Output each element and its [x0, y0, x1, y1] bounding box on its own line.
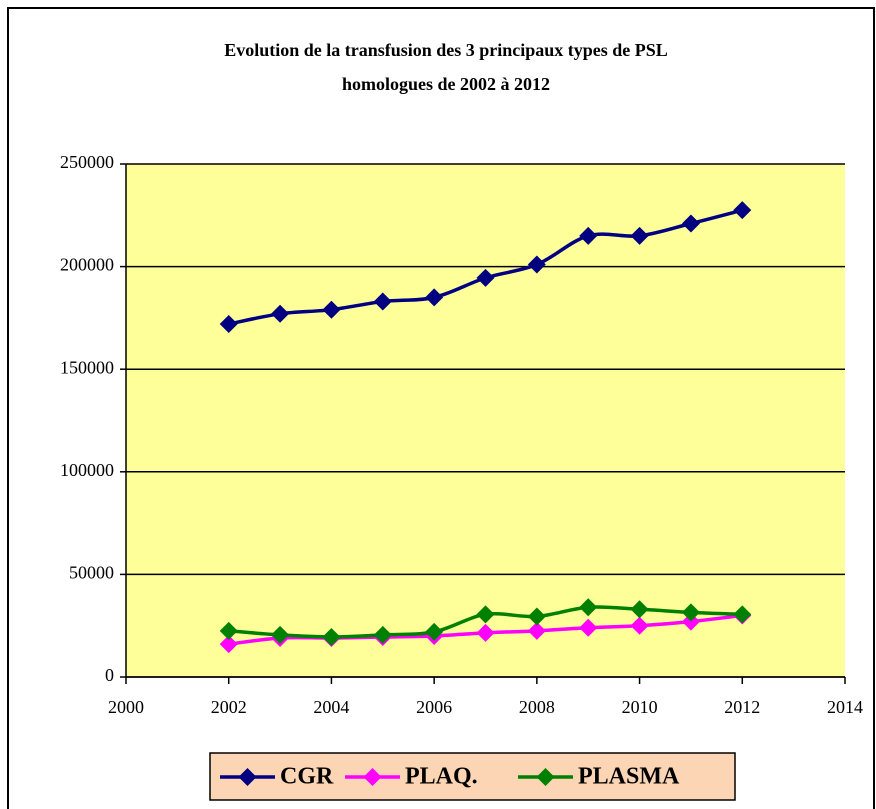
data-point: [630, 600, 649, 619]
data-point: [271, 625, 290, 644]
y-tick-label: 100000: [60, 460, 114, 480]
x-tick-label: 2008: [519, 697, 555, 717]
y-tick-label: 150000: [60, 357, 114, 377]
x-tick-label: 2006: [416, 697, 452, 717]
data-point: [476, 268, 495, 287]
x-tick-label: 2010: [622, 697, 658, 717]
data-point: [373, 625, 392, 644]
data-point: [733, 201, 752, 220]
y-tick-label: 200000: [60, 255, 114, 275]
data-point: [681, 603, 700, 622]
chart-title: homologues de 2002 à 2012: [342, 74, 550, 94]
data-point: [322, 627, 341, 646]
data-point: [219, 635, 238, 654]
legend-label: PLAQ.: [405, 764, 478, 790]
data-point: [579, 226, 598, 245]
data-point: [476, 605, 495, 624]
data-point: [219, 621, 238, 640]
y-tick-label: 50000: [69, 563, 114, 583]
legend-label: CGR: [280, 764, 334, 790]
data-point: [476, 623, 495, 642]
data-point: [527, 255, 546, 274]
x-tick-label: 2004: [313, 697, 349, 717]
legend-marker: [238, 768, 257, 786]
x-tick-label: 2002: [211, 697, 247, 717]
data-point: [681, 214, 700, 233]
data-point: [630, 226, 649, 245]
data-point: [322, 300, 341, 319]
y-tick-label: 250000: [60, 152, 114, 172]
data-point: [527, 607, 546, 626]
x-tick-label: 2014: [827, 697, 863, 717]
y-tick-label: 0: [105, 665, 114, 685]
data-point: [219, 315, 238, 334]
legend: [209, 752, 736, 801]
data-point: [579, 598, 598, 617]
x-tick-label: 2000: [108, 697, 144, 717]
plot-area: [126, 164, 845, 677]
data-point: [630, 616, 649, 635]
data-point: [527, 621, 546, 640]
data-point: [271, 304, 290, 323]
data-point: [681, 612, 700, 631]
chart-title: Evolution de la transfusion des 3 princi…: [224, 40, 668, 60]
legend-label: PLASMA: [578, 764, 680, 790]
legend-marker: [363, 768, 382, 786]
data-point: [425, 622, 444, 641]
data-point: [425, 288, 444, 307]
legend-marker: [536, 768, 555, 786]
data-point: [373, 292, 392, 311]
data-point: [733, 605, 752, 624]
x-tick-label: 2012: [724, 697, 760, 717]
data-point: [579, 618, 598, 637]
